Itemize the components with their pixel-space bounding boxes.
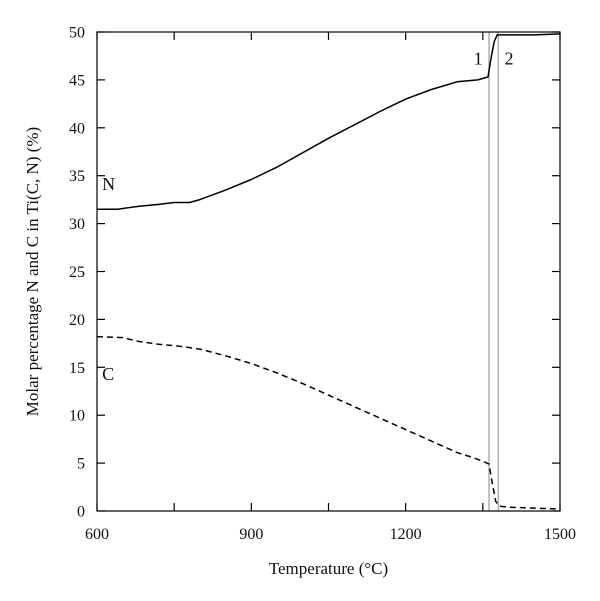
y-tick-label: 0 [77, 504, 85, 521]
x-axis-label: Temperature (°C) [269, 559, 388, 578]
annotation-c: C [102, 364, 114, 384]
y-axis-label: Molar percentage N and C in Ti(C, N) (%) [23, 127, 42, 416]
series-n-line [97, 33, 561, 210]
y-tick-label: 5 [77, 456, 85, 473]
series-c-line [96, 335, 561, 510]
x-tick-label: 1500 [544, 526, 576, 543]
phase-boundary-lines [488, 32, 499, 511]
y-tick-label: 45 [69, 72, 85, 89]
annotation-1: 1 [474, 49, 483, 69]
plot-frame [96, 31, 561, 512]
x-tick-label: 600 [85, 526, 109, 543]
y-tick-label: 20 [69, 312, 85, 329]
series-group [96, 33, 561, 510]
y-tick-label: 25 [69, 264, 85, 281]
annotation-n: N [102, 174, 115, 194]
y-tick-label: 50 [69, 25, 85, 42]
x-tick-label: 1200 [390, 526, 422, 543]
x-tick-label: 900 [239, 526, 263, 543]
y-tick-label: 15 [69, 360, 85, 377]
annotation-2: 2 [504, 49, 513, 69]
y-tick-label: 30 [69, 216, 85, 233]
y-tick-label: 35 [69, 168, 85, 185]
y-tick-label: 10 [69, 408, 85, 425]
y-tick-label: 40 [69, 120, 85, 137]
annotations: N C 1 2 [102, 49, 513, 384]
axis-ticks: 0 5 10 15 20 25 30 35 40 45 50 600 900 1200 1500 [69, 25, 576, 544]
